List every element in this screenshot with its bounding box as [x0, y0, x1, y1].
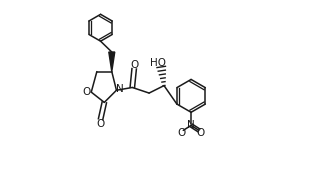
- Text: O: O: [130, 60, 139, 70]
- Text: N: N: [187, 120, 195, 130]
- Polygon shape: [109, 52, 115, 72]
- Text: O: O: [83, 87, 91, 97]
- Text: O: O: [178, 128, 186, 138]
- Text: N: N: [116, 84, 124, 94]
- Text: O: O: [96, 119, 104, 129]
- Text: O: O: [196, 128, 204, 138]
- Text: HO: HO: [150, 58, 166, 68]
